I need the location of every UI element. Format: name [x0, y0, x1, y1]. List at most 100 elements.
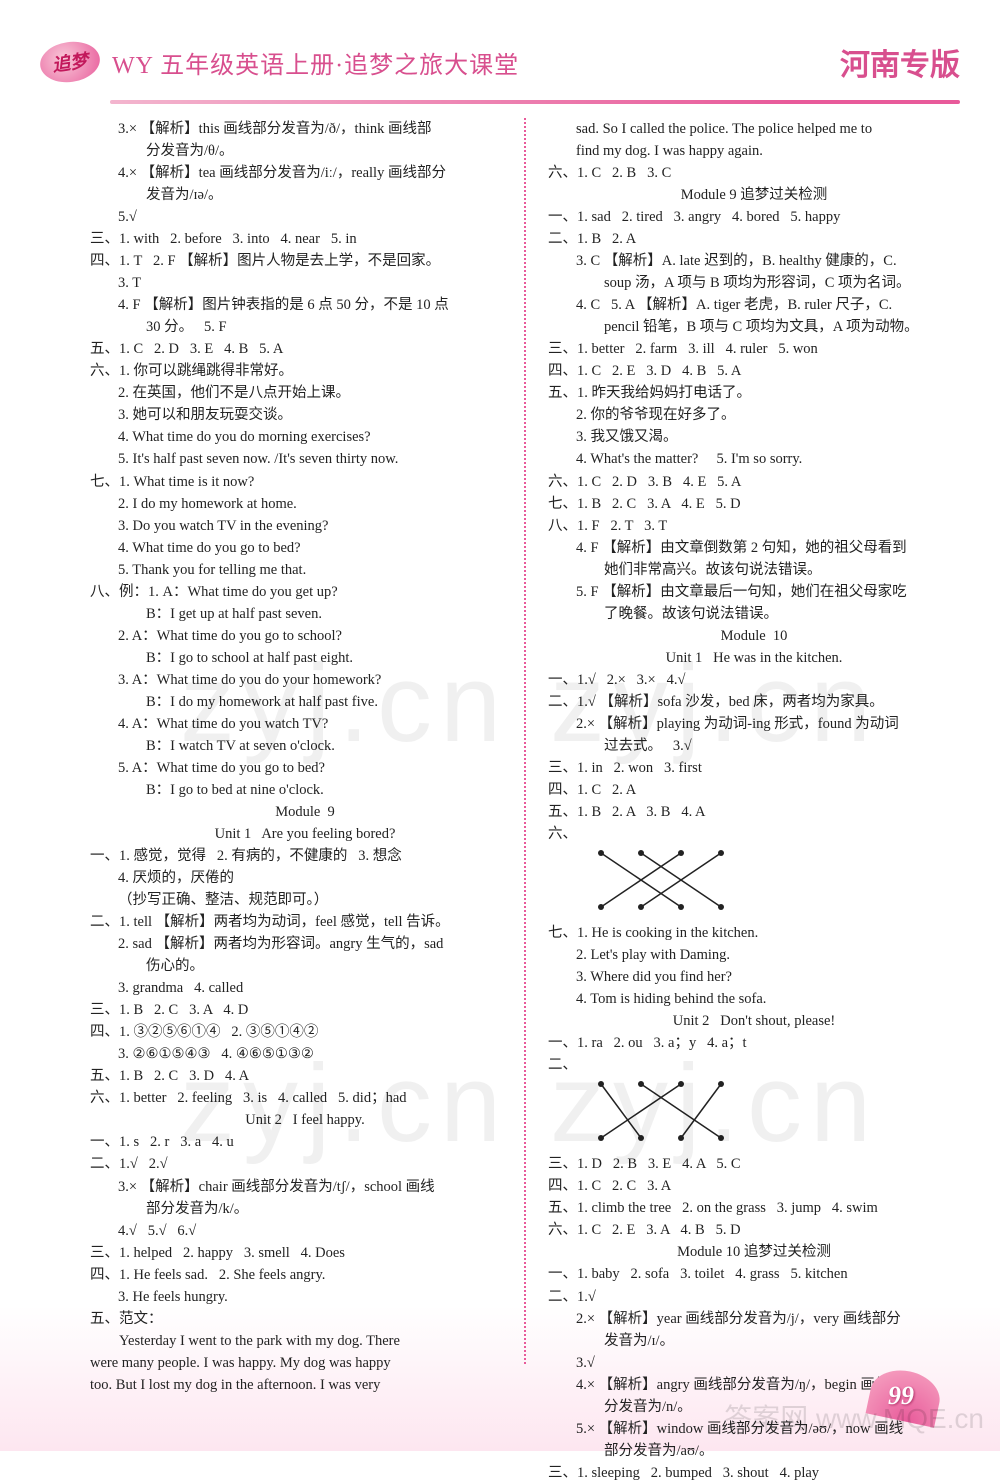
- column-divider: [524, 118, 526, 1364]
- page-header: 追梦 WY 五年级英语上册·追梦之旅大课堂 河南专版: [0, 0, 1000, 94]
- text-line: 一、1. ra 2. ou 3. a；y 4. a；t: [548, 1032, 960, 1054]
- text-line: 2. A：What time do you go to school?: [90, 625, 520, 647]
- text-line: 三、1. in 2. won 3. first: [548, 757, 960, 779]
- text-line: 分发音为/θ/。: [90, 140, 520, 162]
- text-line: Unit 1 Are you feeling bored?: [90, 823, 520, 845]
- text-line: 四、1. He feels sad. 2. She feels angry.: [90, 1264, 520, 1286]
- text-line: Module 10: [548, 625, 960, 647]
- text-line: 二、: [548, 1054, 960, 1076]
- text-line: 4. C 5. A 【解析】A. tiger 老虎，B. ruler 尺子，C.: [548, 294, 960, 316]
- text-line: 七、1. B 2. C 3. A 4. E 5. D: [548, 493, 960, 515]
- text-line: 七、1. He is cooking in the kitchen.: [548, 922, 960, 944]
- text-line: 四、1. T 2. F 【解析】图片人物是去上学，不是回家。: [90, 250, 520, 272]
- text-line: 三、1. B 2. C 3. A 4. D: [90, 999, 520, 1021]
- text-line: 发音为/ɪə/。: [90, 184, 520, 206]
- text-line: 五、1. 昨天我给妈妈打电话了。: [548, 382, 960, 404]
- content-columns: 3.× 【解析】this 画线部分发音为/ð/，think 画线部分发音为/θ/…: [0, 104, 1000, 1364]
- text-line: 2. Let's play with Daming.: [548, 944, 960, 966]
- text-line: 5. Thank you for telling me that.: [90, 559, 520, 581]
- logo-text: 追梦: [50, 47, 89, 78]
- text-line: 一、1. s 2. r 3. a 4. u: [90, 1131, 520, 1153]
- text-line: 3. A：What time do you do your homework?: [90, 669, 520, 691]
- text-line: （抄写正确、整洁、规范即可。）: [90, 889, 520, 911]
- text-line: 一、1. 感觉，觉得 2. 有病的，不健康的 3. 想念: [90, 845, 520, 867]
- text-line: 二、1.√ 【解析】sofa 沙发，bed 床，两者均为家具。: [548, 691, 960, 713]
- text-line: 七、1. What time is it now?: [90, 471, 520, 493]
- text-line: 5. It's half past seven now. /It's seven…: [90, 448, 520, 470]
- text-line: 3.× 【解析】this 画线部分发音为/ð/，think 画线部: [90, 118, 520, 140]
- text-line: B：I get up at half past seven.: [90, 603, 520, 625]
- left-column: 3.× 【解析】this 画线部分发音为/ð/，think 画线部分发音为/θ/…: [90, 118, 520, 1364]
- text-line: 二、1.√ 2.√: [90, 1153, 520, 1175]
- text-line: 六、1. C 2. B 3. C: [548, 162, 960, 184]
- text-line: Module 10 追梦过关检测: [548, 1241, 960, 1263]
- text-line: B：I go to bed at nine o'clock.: [90, 779, 520, 801]
- text-line: find my dog. I was happy again.: [548, 140, 960, 162]
- text-line: Unit 2 Don't shout, please!: [548, 1010, 960, 1032]
- text-line: 五、1. B 2. C 3. D 4. A: [90, 1065, 520, 1087]
- text-line: 六、1. C 2. E 3. A 4. B 5. D: [548, 1219, 960, 1241]
- text-line: soup 汤，A 项与 B 项均为形容词，C 项为名词。: [548, 272, 960, 294]
- text-line: 五、1. C 2. D 3. E 4. B 5. A: [90, 338, 520, 360]
- text-line: 部分发音为/k/。: [90, 1198, 520, 1220]
- text-line: 3. T: [90, 272, 520, 294]
- text-line: B：I watch TV at seven o'clock.: [90, 735, 520, 757]
- text-line: B：I do my homework at half past five.: [90, 691, 520, 713]
- text-line: 三、1. better 2. farm 3. ill 4. ruler 5. w…: [548, 338, 960, 360]
- text-line: 一、1.√ 2.× 3.× 4.√: [548, 669, 960, 691]
- text-line: 5.√: [90, 206, 520, 228]
- text-line: 四、1. ③②⑤⑥①④ 2. ③⑤①④②: [90, 1021, 520, 1043]
- matching-diagram: [576, 845, 746, 915]
- text-line: 4. Tom is hiding behind the sofa.: [548, 988, 960, 1010]
- text-line: 一、1. sad 2. tired 3. angry 4. bored 5. h…: [548, 206, 960, 228]
- text-line: 5. A：What time do you go to bed?: [90, 757, 520, 779]
- text-line: 4. What's the matter? 5. I'm so sorry.: [548, 448, 960, 470]
- text-line: 3. 我又饿又渴。: [548, 426, 960, 448]
- text-line: 3. He feels hungry.: [90, 1286, 520, 1308]
- page: 追梦 WY 五年级英语上册·追梦之旅大课堂 河南专版 3.× 【解析】this …: [0, 0, 1000, 1451]
- text-line: 4. What time do you do morning exercises…: [90, 426, 520, 448]
- text-line: 三、1. helped 2. happy 3. smell 4. Does: [90, 1242, 520, 1264]
- text-line: 三、1. D 2. B 3. E 4. A 5. C: [548, 1153, 960, 1175]
- text-line: 八、例：1. A：What time do you get up?: [90, 581, 520, 603]
- text-line: 发音为/ɪ/。: [548, 1330, 960, 1352]
- text-line: Unit 2 I feel happy.: [90, 1109, 520, 1131]
- text-line: 4.√ 5.√ 6.√: [90, 1220, 520, 1242]
- text-line: 3. grandma 4. called: [90, 977, 520, 999]
- text-line: 2. 你的爷爷现在好多了。: [548, 404, 960, 426]
- text-line: 二、1.√: [548, 1286, 960, 1308]
- text-line: 六、1. 你可以跳绳跳得非常好。: [90, 360, 520, 382]
- text-line: Unit 1 He was in the kitchen.: [548, 647, 960, 669]
- right-column: sad. So I called the police. The police …: [530, 118, 960, 1364]
- text-line: 2. 在英国，他们不是八点开始上课。: [90, 382, 520, 404]
- text-line: 3. C 【解析】A. late 迟到的，B. healthy 健康的，C.: [548, 250, 960, 272]
- text-line: 五、1. B 2. A 3. B 4. A: [548, 801, 960, 823]
- text-line: 她们非常高兴。故该句说法错误。: [548, 559, 960, 581]
- corner-watermark: 答案网 www.MQE.cn: [724, 1404, 984, 1435]
- text-line: 2.× 【解析】playing 为动词-ing 形式，found 为动词: [548, 713, 960, 735]
- text-line: 五、范文：: [90, 1308, 520, 1330]
- text-line: 二、1. tell 【解析】两者均为动词，feel 感觉，tell 告诉。: [90, 911, 520, 933]
- text-line: 四、1. C 2. E 3. D 4. B 5. A: [548, 360, 960, 382]
- text-line: 3.× 【解析】chair 画线部分发音为/tʃ/，school 画线: [90, 1176, 520, 1198]
- text-line: 三、1. sleeping 2. bumped 3. shout 4. play: [548, 1462, 960, 1484]
- text-line: were many people. I was happy. My dog wa…: [90, 1352, 520, 1374]
- text-line: 六、1. better 2. feeling 3. is 4. called 5…: [90, 1087, 520, 1109]
- text-line: 了晚餐。故该句说法错误。: [548, 603, 960, 625]
- text-line: 3. 她可以和朋友玩耍交谈。: [90, 404, 520, 426]
- text-line: 二、1. B 2. A: [548, 228, 960, 250]
- text-line: 伤心的。: [90, 955, 520, 977]
- text-line: 4. A：What time do you watch TV?: [90, 713, 520, 735]
- text-line: 3. ②⑥①⑤④③ 4. ④⑥⑤①③②: [90, 1043, 520, 1065]
- text-line: Module 9: [90, 801, 520, 823]
- logo-badge: 追梦: [38, 38, 103, 86]
- text-line: 3. Where did you find her?: [548, 966, 960, 988]
- text-line: 5. F 【解析】由文章最后一句知，她们在祖父母家吃: [548, 581, 960, 603]
- text-line: sad. So I called the police. The police …: [548, 118, 960, 140]
- text-line: pencil 铅笔，B 项与 C 项均为文具，A 项为动物。: [548, 316, 960, 338]
- text-line: 六、1. C 2. D 3. B 4. E 5. A: [548, 471, 960, 493]
- text-line: 2.× 【解析】year 画线部分发音为/j/，very 画线部分: [548, 1308, 960, 1330]
- text-line: 三、1. with 2. before 3. into 4. near 5. i…: [90, 228, 520, 250]
- text-line: B：I go to school at half past eight.: [90, 647, 520, 669]
- header-title: WY 五年级英语上册·追梦之旅大课堂: [112, 45, 828, 80]
